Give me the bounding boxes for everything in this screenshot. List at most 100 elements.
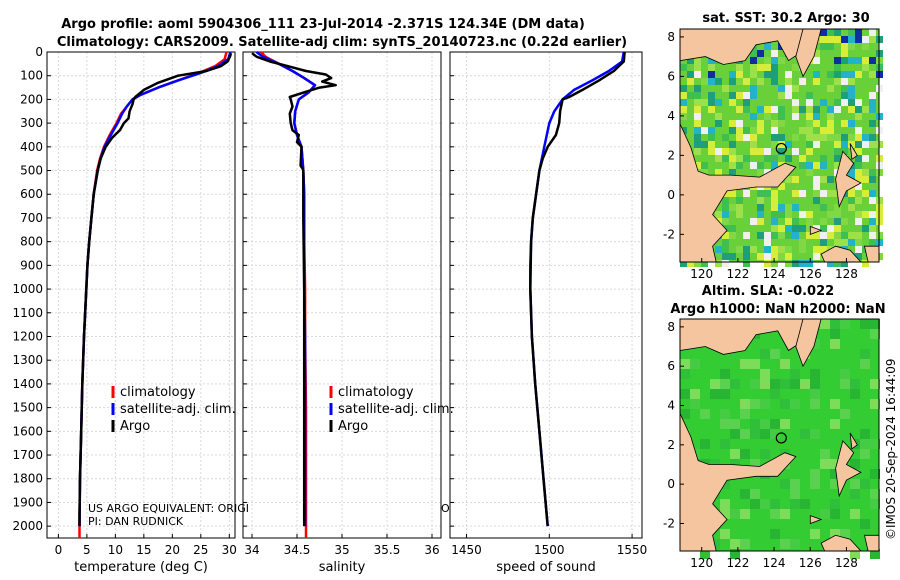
map-cell — [722, 204, 729, 211]
map-cell — [841, 148, 848, 155]
map-cell — [799, 106, 806, 113]
map-x-tick-label: 124 — [763, 556, 786, 570]
map-cell — [820, 43, 827, 50]
map-cell — [757, 127, 764, 134]
x-tick-label: 1450 — [451, 543, 482, 557]
map-cell — [743, 155, 750, 162]
map-cell — [785, 176, 792, 183]
map-cell — [792, 106, 799, 113]
series-line-climatology — [260, 51, 317, 538]
map-cell — [785, 246, 792, 253]
map-cell — [827, 85, 834, 92]
map-cell — [855, 155, 862, 162]
pi-text-line1: US ARGO EQUIVALENT: ORIGI — [88, 502, 249, 515]
map-cell — [708, 78, 715, 85]
map-cell — [740, 409, 750, 419]
map-cell — [785, 211, 792, 218]
map-cell — [813, 246, 820, 253]
map-cell — [855, 232, 862, 239]
map-cell — [810, 389, 820, 399]
map-cell — [771, 197, 778, 204]
map-cell — [687, 71, 694, 78]
map-cell — [855, 197, 862, 204]
axes-frame — [449, 51, 643, 539]
x-tick-label: 5 — [83, 543, 91, 557]
map-cell — [841, 99, 848, 106]
map-cell — [792, 218, 799, 225]
map-cell — [730, 379, 740, 389]
map-cell — [799, 211, 806, 218]
map-cell — [708, 141, 715, 148]
map-cell — [729, 120, 736, 127]
map-cell — [820, 36, 827, 43]
x-tick-label: 1500 — [534, 543, 565, 557]
map-cell — [813, 71, 820, 78]
map-cell — [720, 509, 730, 519]
y-tick-label: 1300 — [12, 353, 43, 367]
map-cell — [827, 225, 834, 232]
map-cell — [834, 78, 841, 85]
legend-label-climatology: climatology — [120, 385, 196, 400]
map-cell — [862, 57, 869, 64]
map-cell — [848, 204, 855, 211]
map-cell — [785, 218, 792, 225]
map-cell — [736, 127, 743, 134]
map-cell — [750, 246, 757, 253]
map-cell — [810, 529, 820, 539]
map-cell — [720, 439, 730, 449]
map-cell — [806, 113, 813, 120]
map-cell — [862, 169, 869, 176]
map-cell — [722, 218, 729, 225]
map-cell — [841, 218, 848, 225]
map-cell — [820, 99, 827, 106]
map-cell — [820, 449, 830, 459]
map-cell — [810, 399, 820, 409]
map-cell — [841, 36, 848, 43]
x-tick-label: 25 — [193, 543, 208, 557]
map-cell — [708, 92, 715, 99]
map-cell — [806, 127, 813, 134]
map-cell — [785, 225, 792, 232]
map-cell — [830, 319, 840, 329]
map-cell — [841, 120, 848, 127]
map-cell — [757, 218, 764, 225]
map-cell — [855, 148, 862, 155]
map-cell — [860, 449, 870, 459]
map-cell — [848, 141, 855, 148]
map-cell — [778, 57, 785, 64]
map-x-tick-label: 120 — [690, 556, 713, 570]
map-cell — [694, 64, 701, 71]
map-cell — [736, 78, 743, 85]
map-cell — [830, 399, 840, 409]
map-cell — [855, 183, 862, 190]
map-cell — [743, 106, 750, 113]
map-cell — [862, 134, 869, 141]
map-cell — [771, 246, 778, 253]
map-cell — [680, 106, 687, 113]
map-cell — [730, 449, 740, 459]
map-cell — [771, 232, 778, 239]
map-cell — [743, 190, 750, 197]
map-cell — [771, 141, 778, 148]
map-cell — [830, 509, 840, 519]
map-cell — [792, 113, 799, 120]
map-cell — [855, 134, 862, 141]
map-cell — [736, 155, 743, 162]
y-tick-label: 1900 — [12, 495, 43, 509]
map-cell — [806, 134, 813, 141]
map-cell — [841, 43, 848, 50]
map-cell — [820, 127, 827, 134]
map-cell — [687, 78, 694, 85]
map-cell — [820, 155, 827, 162]
map-cell — [715, 78, 722, 85]
map-cell — [778, 183, 785, 190]
map-cell — [764, 253, 771, 260]
map-cell — [813, 78, 820, 85]
map-x-tick-label: 128 — [835, 556, 858, 570]
map-cell — [834, 225, 841, 232]
map-cell — [834, 162, 841, 169]
map-cell — [820, 459, 830, 469]
y-tick-label: 700 — [20, 211, 43, 225]
map-cell — [792, 85, 799, 92]
map-x-tick-label: 126 — [799, 267, 822, 281]
